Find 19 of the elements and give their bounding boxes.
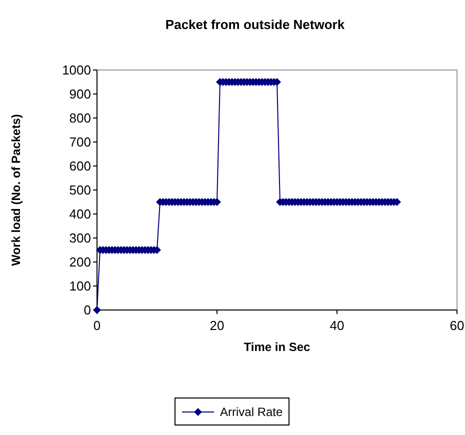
- legend-label: Arrival Rate: [220, 405, 284, 420]
- y-tick-label: 400: [69, 206, 91, 222]
- y-tick-label: 0: [84, 302, 91, 318]
- x-tick-label: 20: [210, 318, 224, 333]
- y-tick-label: 100: [69, 278, 91, 294]
- x-tick-label: 40: [330, 318, 344, 333]
- y-tick-label: 600: [69, 158, 91, 174]
- y-tick-label: 200: [69, 254, 91, 270]
- y-tick-label: 800: [69, 110, 91, 126]
- y-tick-label: 300: [69, 230, 91, 246]
- chart-title: Packet from outside Network: [165, 17, 346, 32]
- x-tick-label: 60: [450, 318, 464, 333]
- y-axis-title: Work load (No. of Packets): [9, 114, 23, 266]
- y-tick-label: 700: [69, 134, 91, 150]
- x-tick-label: 0: [93, 318, 101, 333]
- y-tick-label: 1000: [62, 62, 91, 78]
- x-axis-title: Time in Sec: [244, 340, 311, 354]
- y-tick-label: 900: [69, 86, 91, 102]
- y-tick-label: 500: [69, 182, 91, 198]
